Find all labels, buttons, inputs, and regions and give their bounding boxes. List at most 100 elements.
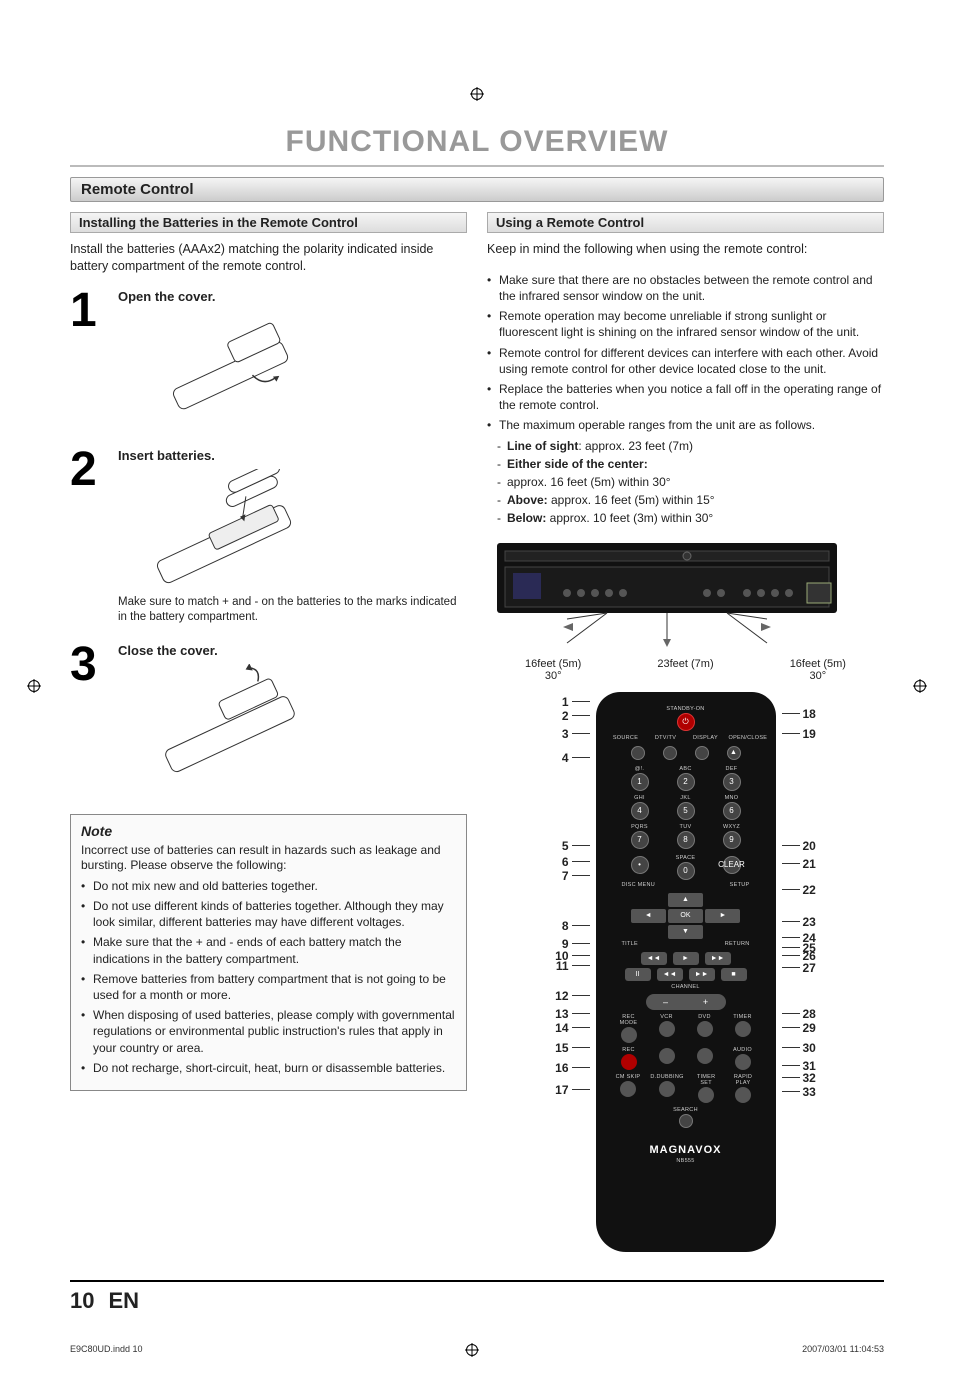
channel-label: CHANNEL: [606, 984, 766, 990]
keypad-cell: @!.1: [624, 766, 656, 791]
crop-mark-right: [914, 680, 926, 692]
callout-9: 9: [562, 938, 590, 950]
callout-16: 16: [555, 1062, 589, 1074]
step-3: 3 Close the cover.: [70, 643, 467, 784]
callout-8: 8: [562, 920, 590, 932]
range-item: Below: approx. 10 feet (3m) within 30°: [497, 510, 884, 526]
right-column: Using a Remote Control Keep in mind the …: [487, 212, 884, 1252]
remote-top-label: DTV/TV: [649, 735, 683, 741]
page-footer: 10 EN: [70, 1280, 884, 1314]
open-close-button: ▲: [727, 746, 741, 760]
callout-12: 12: [555, 990, 589, 1002]
range-distance-labels: 16feet (5m) 30° 23feet (7m) 16feet (5m) …: [487, 658, 884, 682]
callout-19: 19: [782, 728, 816, 740]
range-item: approx. 16 feet (5m) within 30°: [497, 474, 884, 490]
callout-32: 32: [782, 1072, 816, 1084]
keypad-cell: MNO6: [716, 795, 748, 820]
range-item: Above: approx. 16 feet (5m) within 15°: [497, 492, 884, 508]
standby-label: STANDBY-ON: [606, 706, 766, 712]
callout-23: 23: [782, 916, 816, 928]
left-column: Installing the Batteries in the Remote C…: [70, 212, 467, 1091]
callout-18: 18: [782, 708, 816, 720]
remote-diagram: 1234567891011121314151617 STANDBY-ON ⏻ S…: [487, 692, 884, 1252]
remote-model: NB555: [606, 1158, 766, 1164]
step-caption: Make sure to match + and - on the batter…: [118, 595, 467, 625]
callout-20: 20: [782, 840, 816, 852]
right-sub-header: Using a Remote Control: [487, 212, 884, 233]
note-item: Do not recharge, short-circuit, heat, bu…: [81, 1060, 456, 1076]
device-diagram: [487, 539, 884, 652]
note-item: Make sure that the + and - ends of each …: [81, 934, 456, 966]
callout-1: 1: [562, 696, 590, 708]
callout-17: 17: [555, 1084, 589, 1096]
right-ranges: Line of sight: approx. 23 feet (7m) Eithe…: [487, 438, 884, 527]
range-item: Line of sight: approx. 23 feet (7m): [497, 438, 884, 454]
callout-21: 21: [782, 858, 816, 870]
step-illustration: [118, 310, 338, 430]
callout-2: 2: [562, 710, 590, 722]
print-date: 2007/03/01 11:04:53: [802, 1344, 884, 1356]
note-title: Note: [81, 823, 456, 839]
step-illustration: [118, 469, 338, 589]
note-item: Remove batteries from battery compartmen…: [81, 971, 456, 1003]
keypad-cell: PQRS7: [624, 824, 656, 849]
note-list: Do not mix new and old batteries togethe…: [81, 878, 456, 1076]
keypad-cell: TUV8: [670, 824, 702, 849]
range-item: Either side of the center:: [497, 456, 884, 472]
keypad-cell: ABC2: [670, 766, 702, 791]
section-header: Remote Control: [70, 177, 884, 202]
step-title: Insert batteries.: [118, 448, 467, 463]
remote-top-label: DISPLAY: [689, 735, 723, 741]
callout-15: 15: [555, 1042, 589, 1054]
keypad-cell: JKL5: [670, 795, 702, 820]
zero-row-cell: SPACE0: [670, 855, 702, 880]
print-footer: E9C80UD.indd 10 2007/03/01 11:04:53: [70, 1344, 884, 1356]
note-box: Note Incorrect use of batteries can resu…: [70, 814, 467, 1091]
display-button: [695, 746, 709, 760]
dtv-button: [663, 746, 677, 760]
remote-body: STANDBY-ON ⏻ SOURCEDTV/TVDISPLAYOPEN/CLO…: [596, 692, 776, 1252]
step-1: 1 Open the cover.: [70, 289, 467, 430]
left-intro: Install the batteries (AAAx2) matching t…: [70, 241, 467, 275]
callout-22: 22: [782, 884, 816, 896]
note-item: Do not use different kinds of batteries …: [81, 898, 456, 930]
remote-top-label: SOURCE: [609, 735, 643, 741]
zero-row-cell: •: [624, 855, 656, 880]
crop-mark-left: [28, 680, 40, 692]
usage-bullet: Replace the batteries when you notice a …: [487, 381, 884, 413]
remote-top-label: OPEN/CLOSE: [729, 735, 763, 741]
callout-3: 3: [562, 728, 590, 740]
callout-28: 28: [782, 1008, 816, 1020]
step-title: Open the cover.: [118, 289, 467, 304]
callout-14: 14: [555, 1022, 589, 1034]
page-number: 10: [70, 1288, 94, 1314]
callout-6: 6: [562, 856, 590, 868]
step-num: 3: [70, 643, 108, 686]
disc-menu-label: DISC MENU: [622, 882, 656, 888]
page-title: FUNCTIONAL OVERVIEW: [70, 125, 884, 167]
callout-11: 11: [556, 960, 590, 972]
note-intro: Incorrect use of batteries can result in…: [81, 843, 456, 874]
step-num: 1: [70, 289, 108, 332]
callout-30: 30: [782, 1042, 816, 1054]
title-label: TITLE: [622, 941, 638, 947]
zero-row-cell: CLEAR: [716, 855, 748, 880]
keypad-cell: WXYZ9: [716, 824, 748, 849]
nav-pad: ▲ ◄OK► ▼: [631, 893, 741, 939]
callout-33: 33: [782, 1086, 816, 1098]
print-file: E9C80UD.indd 10: [70, 1344, 143, 1356]
callout-27: 27: [782, 962, 816, 974]
keypad-cell: GHI4: [624, 795, 656, 820]
left-sub-header: Installing the Batteries in the Remote C…: [70, 212, 467, 233]
right-bullets: Make sure that there are no obstacles be…: [487, 272, 884, 434]
usage-bullet: Make sure that there are no obstacles be…: [487, 272, 884, 304]
keypad-cell: DEF3: [716, 766, 748, 791]
step-title: Close the cover.: [118, 643, 467, 658]
callout-4: 4: [562, 752, 590, 764]
channel-rocker: – +: [606, 994, 766, 1010]
page-lang: EN: [108, 1288, 139, 1314]
note-item: When disposing of used batteries, please…: [81, 1007, 456, 1056]
search-button: [679, 1114, 693, 1128]
callout-29: 29: [782, 1022, 816, 1034]
usage-bullet: The maximum operable ranges from the uni…: [487, 417, 884, 433]
